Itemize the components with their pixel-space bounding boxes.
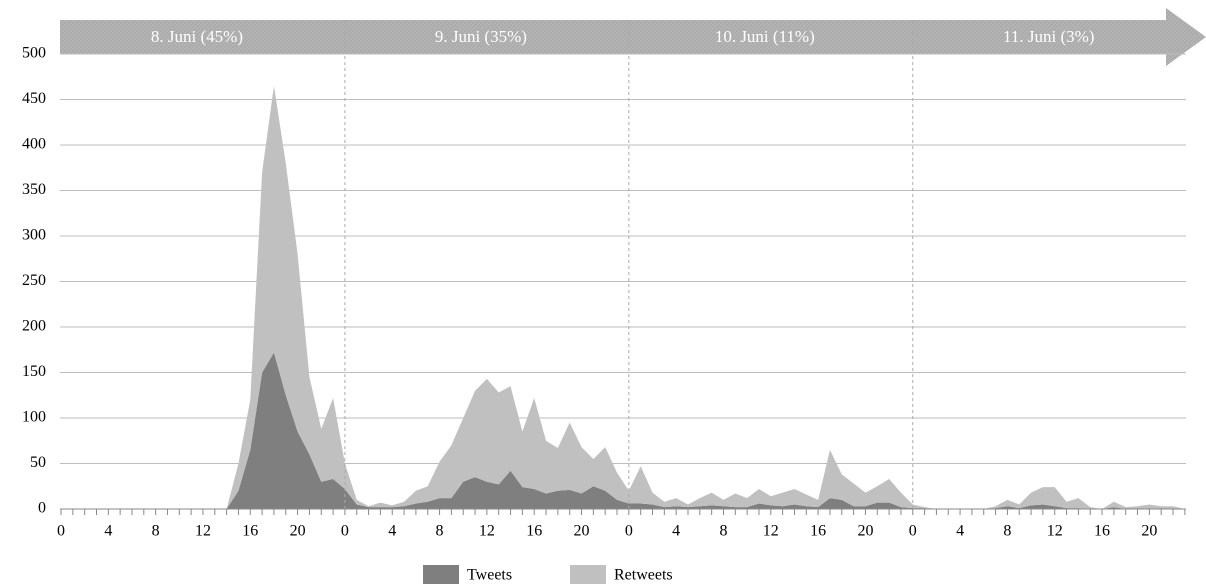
y-tick-label: 150 bbox=[22, 363, 46, 380]
x-tick-label: 0 bbox=[625, 523, 633, 540]
x-tick-label: 0 bbox=[341, 523, 349, 540]
x-tick-label: 12 bbox=[479, 523, 495, 540]
y-tick-label: 400 bbox=[22, 136, 46, 153]
band-label: 9. Juni (35%) bbox=[435, 27, 527, 46]
legend-swatch bbox=[570, 565, 606, 584]
y-tick-label: 350 bbox=[22, 181, 46, 198]
legend-label: Retweets bbox=[614, 567, 673, 584]
x-tick-label: 4 bbox=[104, 523, 112, 540]
y-tick-label: 50 bbox=[30, 454, 46, 471]
x-tick-label: 16 bbox=[1094, 523, 1110, 540]
band-label: 8. Juni (45%) bbox=[151, 27, 243, 46]
x-tick-label: 4 bbox=[956, 523, 964, 540]
y-tick-label: 200 bbox=[22, 318, 46, 335]
y-tick-label: 100 bbox=[22, 409, 46, 426]
y-tick-label: 0 bbox=[38, 500, 46, 517]
x-tick-label: 20 bbox=[1141, 523, 1157, 540]
x-tick-label: 20 bbox=[574, 523, 590, 540]
x-tick-label: 12 bbox=[195, 523, 211, 540]
legend-label: Tweets bbox=[467, 567, 512, 584]
x-tick-label: 8 bbox=[1003, 523, 1011, 540]
band-label: 11. Juni (3%) bbox=[1003, 27, 1094, 46]
area bbox=[61, 85, 1185, 509]
y-tick-label: 250 bbox=[22, 272, 46, 289]
x-tick-label: 16 bbox=[242, 523, 258, 540]
x-tick-label: 16 bbox=[526, 523, 542, 540]
x-tick-label: 20 bbox=[857, 523, 873, 540]
x-tick-label: 8 bbox=[436, 523, 444, 540]
x-tick-label: 4 bbox=[388, 523, 396, 540]
y-tick-label: 300 bbox=[22, 227, 46, 244]
x-tick-label: 8 bbox=[719, 523, 727, 540]
x-tick-label: 8 bbox=[152, 523, 160, 540]
x-tick-label: 4 bbox=[672, 523, 680, 540]
x-tick-label: 12 bbox=[1047, 523, 1063, 540]
day-banner bbox=[60, 8, 1206, 66]
x-tick-label: 12 bbox=[763, 523, 779, 540]
band-label: 10. Juni (11%) bbox=[715, 27, 815, 46]
area bbox=[61, 352, 1185, 509]
y-tick-label: 450 bbox=[22, 90, 46, 107]
x-tick-label: 0 bbox=[57, 523, 65, 540]
x-tick-label: 16 bbox=[810, 523, 826, 540]
x-tick-label: 20 bbox=[290, 523, 306, 540]
y-tick-label: 500 bbox=[22, 45, 46, 62]
legend-swatch bbox=[423, 565, 459, 584]
x-tick-label: 0 bbox=[909, 523, 917, 540]
